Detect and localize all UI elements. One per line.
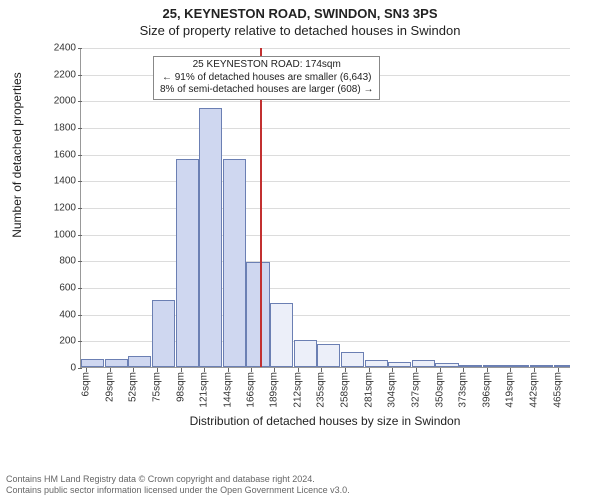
annotation-box: 25 KEYNESTON ROAD: 174sqm← 91% of detach… <box>153 56 380 100</box>
x-tick-label: 419sqm <box>505 372 516 408</box>
annotation-line: 25 KEYNESTON ROAD: 174sqm <box>160 59 373 72</box>
x-tick-label: 350sqm <box>434 372 445 408</box>
x-tick-label: 235sqm <box>316 372 327 408</box>
y-tick-mark <box>78 155 82 156</box>
annotation-line: 8% of semi-detached houses are larger (6… <box>160 84 373 97</box>
y-tick-label: 200 <box>32 336 76 347</box>
histogram-bar <box>152 300 175 367</box>
histogram-bar <box>554 365 571 367</box>
histogram-bar <box>199 108 222 367</box>
x-tick-label: 281sqm <box>363 372 374 408</box>
x-tick-label: 52sqm <box>128 372 139 402</box>
title-line2: Size of property relative to detached ho… <box>0 23 600 38</box>
x-tick-label: 212sqm <box>292 372 303 408</box>
histogram-bar <box>388 362 411 367</box>
y-tick-mark <box>78 288 82 289</box>
x-tick-label: 29sqm <box>104 372 115 402</box>
histogram-bar <box>223 159 246 367</box>
y-tick-label: 400 <box>32 309 76 320</box>
gridline <box>81 288 570 289</box>
y-tick-label: 0 <box>32 363 76 374</box>
histogram-bar <box>270 303 293 367</box>
gridline <box>81 155 570 156</box>
x-tick-label: 6sqm <box>81 372 92 396</box>
y-tick-mark <box>78 261 82 262</box>
gridline <box>81 101 570 102</box>
histogram-bar <box>483 365 506 367</box>
y-tick-mark <box>78 128 82 129</box>
y-tick-label: 2200 <box>32 69 76 80</box>
x-tick-label: 465sqm <box>552 372 563 408</box>
y-tick-label: 2000 <box>32 96 76 107</box>
gridline <box>81 208 570 209</box>
y-tick-label: 1600 <box>32 149 76 160</box>
histogram-bar <box>365 360 388 367</box>
histogram-bar <box>341 352 364 367</box>
histogram-bar <box>81 359 104 367</box>
y-tick-label: 600 <box>32 283 76 294</box>
histogram-bar <box>294 340 317 367</box>
chart: Number of detached properties 25 KEYNEST… <box>32 48 580 428</box>
y-tick-label: 1000 <box>32 229 76 240</box>
histogram-bar <box>435 363 458 367</box>
histogram-bar <box>459 365 482 367</box>
plot-area: 25 KEYNESTON ROAD: 174sqm← 91% of detach… <box>80 48 570 368</box>
x-tick-label: 373sqm <box>458 372 469 408</box>
histogram-bar <box>105 359 128 367</box>
y-tick-label: 1200 <box>32 203 76 214</box>
x-axis-label: Distribution of detached houses by size … <box>80 414 570 428</box>
histogram-bar <box>317 344 340 367</box>
y-tick-mark <box>78 315 82 316</box>
histogram-bar <box>128 356 151 367</box>
histogram-bar <box>530 365 553 367</box>
footer-line1: Contains HM Land Registry data © Crown c… <box>6 474 350 485</box>
y-axis-label: Number of detached properties <box>10 72 24 237</box>
gridline <box>81 181 570 182</box>
gridline <box>81 128 570 129</box>
x-tick-label: 75sqm <box>152 372 163 402</box>
annotation-line: ← 91% of detached houses are smaller (6,… <box>160 72 373 85</box>
x-tick-label: 442sqm <box>529 372 540 408</box>
x-tick-label: 189sqm <box>269 372 280 408</box>
gridline <box>81 48 570 49</box>
y-tick-label: 1400 <box>32 176 76 187</box>
x-tick-label: 121sqm <box>199 372 210 408</box>
x-tick-label: 327sqm <box>410 372 421 408</box>
histogram-bar <box>506 365 529 367</box>
footer-line2: Contains public sector information licen… <box>6 485 350 496</box>
gridline <box>81 261 570 262</box>
y-tick-label: 800 <box>32 256 76 267</box>
x-tick-label: 98sqm <box>175 372 186 402</box>
y-tick-mark <box>78 181 82 182</box>
gridline <box>81 235 570 236</box>
x-tick-label: 166sqm <box>245 372 256 408</box>
y-tick-mark <box>78 101 82 102</box>
x-tick-label: 396sqm <box>481 372 492 408</box>
x-tick-label: 258sqm <box>340 372 351 408</box>
x-tick-label: 144sqm <box>222 372 233 408</box>
x-tick-label: 304sqm <box>387 372 398 408</box>
footer-attribution: Contains HM Land Registry data © Crown c… <box>6 474 350 497</box>
y-tick-mark <box>78 341 82 342</box>
y-tick-label: 2400 <box>32 43 76 54</box>
y-tick-mark <box>78 75 82 76</box>
chart-titles: 25, KEYNESTON ROAD, SWINDON, SN3 3PS Siz… <box>0 0 600 38</box>
histogram-bar <box>246 262 269 367</box>
y-tick-mark <box>78 208 82 209</box>
histogram-bar <box>412 360 435 367</box>
y-tick-label: 1800 <box>32 123 76 134</box>
y-tick-mark <box>78 368 82 369</box>
histogram-bar <box>176 159 199 367</box>
y-tick-mark <box>78 235 82 236</box>
y-tick-mark <box>78 48 82 49</box>
title-line1: 25, KEYNESTON ROAD, SWINDON, SN3 3PS <box>0 6 600 21</box>
